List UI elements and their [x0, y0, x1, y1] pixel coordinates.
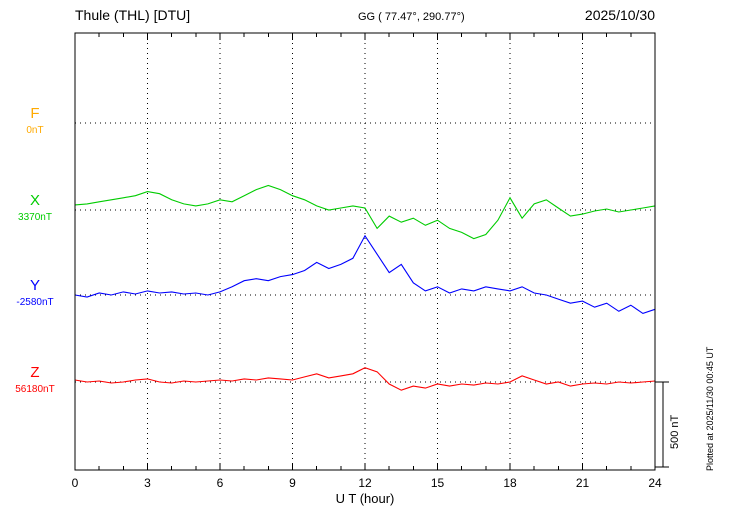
- x-tick-label: 12: [358, 476, 372, 490]
- series-baseline-y: -2580nT: [16, 297, 54, 308]
- trace-x: [74, 184, 656, 240]
- trace-y: [74, 234, 656, 315]
- geographic-coordinates: GG ( 77.47°, 290.77°): [358, 11, 465, 23]
- x-tick-label: 0: [72, 476, 79, 490]
- series-letter-y: Y: [29, 277, 40, 294]
- scale-bar-label: 500 nT: [669, 414, 681, 449]
- series-label-f: F 0nT: [0, 105, 70, 137]
- series-baseline-z: 56180nT: [15, 384, 55, 395]
- series-letter-f: F: [30, 105, 40, 122]
- series-label-z: Z 56180nT: [0, 364, 70, 396]
- series-baseline-f: 0nT: [26, 125, 44, 136]
- x-axis-label: U T (hour): [335, 491, 395, 506]
- x-tick-label: 15: [431, 476, 445, 490]
- x-tick-label: 21: [576, 476, 590, 490]
- plotted-at-note: Plotted at 2025/11/30 00:45 UT: [705, 346, 715, 471]
- series-label-y: Y -2580nT: [0, 277, 70, 309]
- trace-z: [74, 367, 656, 391]
- x-tick-label: 9: [289, 476, 296, 490]
- series-letter-z: Z: [30, 364, 40, 381]
- station-title: Thule (THL) [DTU]: [75, 7, 191, 23]
- x-tick-label: 18: [503, 476, 517, 490]
- series-letter-x: X: [29, 192, 40, 209]
- x-tick-label: 6: [217, 476, 224, 490]
- x-tick-label: 3: [144, 476, 151, 490]
- series-baseline-x: 3370nT: [18, 212, 52, 223]
- x-tick-label: 24: [648, 476, 662, 490]
- observation-date: 2025/10/30: [584, 7, 655, 23]
- series-label-x: X 3370nT: [0, 192, 70, 224]
